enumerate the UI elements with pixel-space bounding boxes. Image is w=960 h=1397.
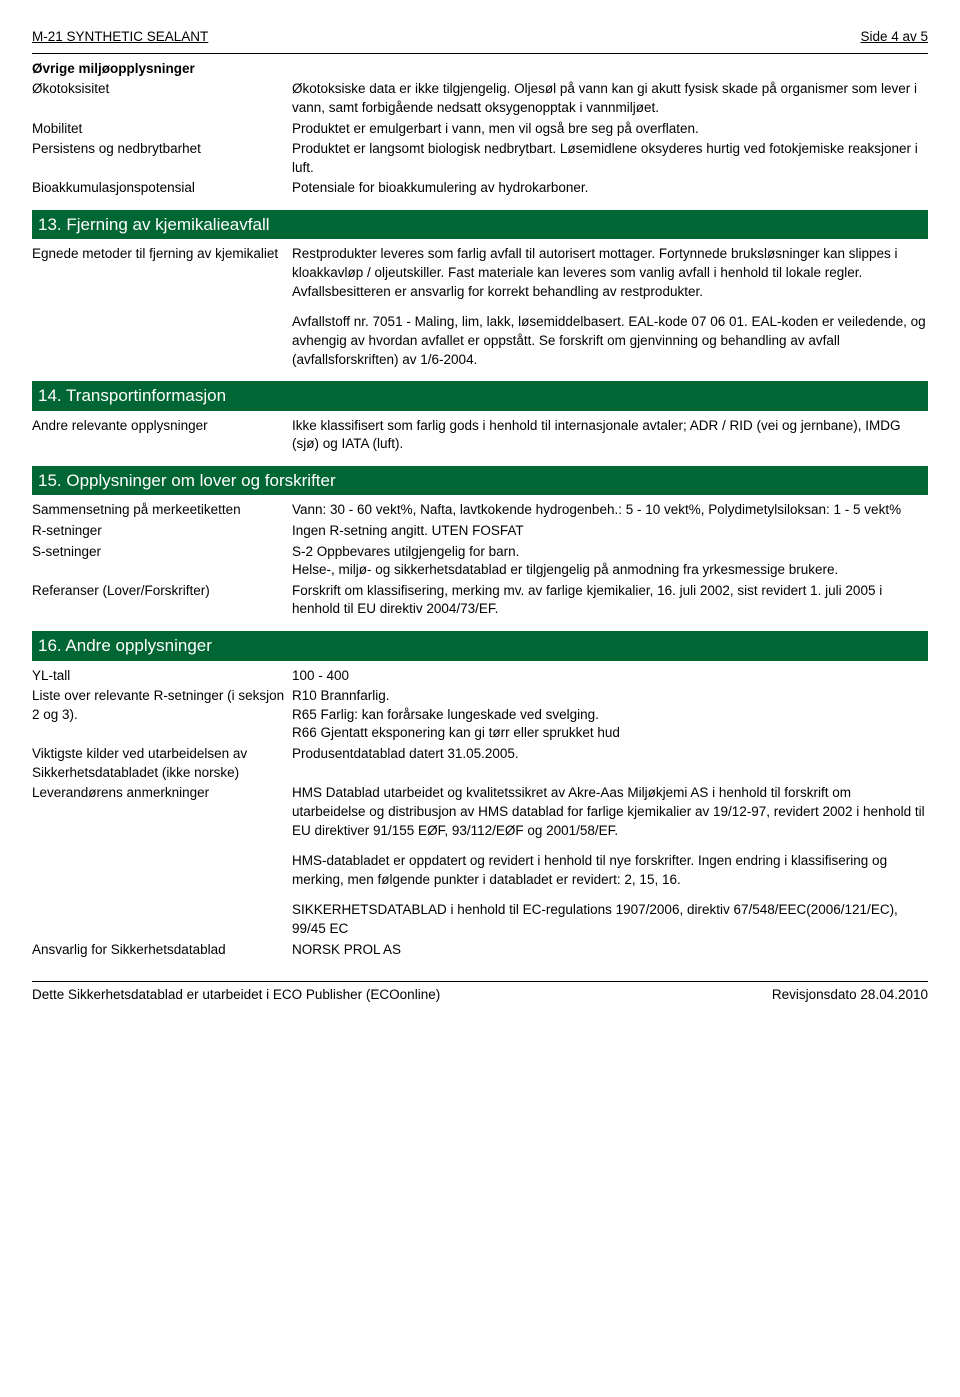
kv-row: YL-tall100 - 400 [32, 667, 928, 686]
section-15-rows: Sammensetning på merkeetikettenVann: 30 … [32, 501, 928, 619]
kv-value: Produktet er langsomt biologisk nedbrytb… [292, 140, 928, 177]
header-page: Side 4 av 5 [860, 28, 928, 47]
kv-label: R-setninger [32, 522, 292, 541]
kv-label: Liste over relevante R-setninger (i seks… [32, 687, 292, 743]
kv-label: YL-tall [32, 667, 292, 686]
kv-label: Persistens og nedbrytbarhet [32, 140, 292, 177]
kv-label: S-setninger [32, 543, 292, 580]
kv-value: Restprodukter leveres som farlig avfall … [292, 245, 928, 301]
kv-value: Produktet er emulgerbart i vann, men vil… [292, 120, 928, 139]
section-13-banner: 13. Fjerning av kjemikalieavfall [32, 210, 928, 239]
header-rule [32, 53, 928, 54]
kv-value: Ingen R-setning angitt. UTEN FOSFAT [292, 522, 928, 541]
header-title: M-21 SYNTHETIC SEALANT [32, 28, 208, 47]
section-14-banner: 14. Transportinformasjon [32, 381, 928, 410]
kv-row: Andre relevante opplysningerIkke klassif… [32, 417, 928, 454]
kv-value: NORSK PROL AS [292, 941, 928, 960]
section-16-rows: YL-tall100 - 400Liste over relevante R-s… [32, 667, 928, 841]
kv-value: Potensiale for bioakkumulering av hydrok… [292, 179, 928, 198]
section-14-rows: Andre relevante opplysningerIkke klassif… [32, 417, 928, 454]
kv-label: Andre relevante opplysninger [32, 417, 292, 454]
page-footer: Dette Sikkerhetsdatablad er utarbeidet i… [32, 986, 928, 1005]
kv-row: MobilitetProduktet er emulgerbart i vann… [32, 120, 928, 139]
kv-row: BioakkumulasjonspotensialPotensiale for … [32, 179, 928, 198]
pre-section-rows: ØkotoksisitetØkotoksiske data er ikke ti… [32, 80, 928, 198]
section-16-extra2: SIKKERHETSDATABLAD i henhold til EC-regu… [292, 901, 928, 938]
section-13-extra: Avfallstoff nr. 7051 - Maling, lim, lakk… [292, 313, 928, 369]
kv-label: Bioakkumulasjonspotensial [32, 179, 292, 198]
kv-label: Viktigste kilder ved utarbeidelsen av Si… [32, 745, 292, 782]
kv-row: Liste over relevante R-setninger (i seks… [32, 687, 928, 743]
kv-value: HMS Datablad utarbeidet og kvalitetssikr… [292, 784, 928, 840]
section-16-banner: 16. Andre opplysninger [32, 631, 928, 660]
section-15-banner: 15. Opplysninger om lover og forskrifter [32, 466, 928, 495]
kv-row: Leverandørens anmerkningerHMS Datablad u… [32, 784, 928, 840]
section-16-rows2: Ansvarlig for SikkerhetsdatabladNORSK PR… [32, 941, 928, 960]
kv-value: Forskrift om klassifisering, merking mv.… [292, 582, 928, 619]
page-header: M-21 SYNTHETIC SEALANT Side 4 av 5 [32, 28, 928, 47]
kv-label: Mobilitet [32, 120, 292, 139]
footer-left: Dette Sikkerhetsdatablad er utarbeidet i… [32, 986, 440, 1005]
kv-value: Vann: 30 - 60 vekt%, Nafta, lavtkokende … [292, 501, 928, 520]
kv-row: ØkotoksisitetØkotoksiske data er ikke ti… [32, 80, 928, 117]
footer-right: Revisjonsdato 28.04.2010 [772, 986, 928, 1005]
kv-label: Ansvarlig for Sikkerhetsdatablad [32, 941, 292, 960]
kv-row: R-setningerIngen R-setning angitt. UTEN … [32, 522, 928, 541]
pre-section-title: Øvrige miljøopplysninger [32, 60, 928, 79]
kv-label: Sammensetning på merkeetiketten [32, 501, 292, 520]
kv-value: S-2 Oppbevares utilgjengelig for barn. H… [292, 543, 928, 580]
kv-label: Egnede metoder til fjerning av kjemikali… [32, 245, 292, 301]
section-13-rows: Egnede metoder til fjerning av kjemikali… [32, 245, 928, 301]
kv-value: Ikke klassifisert som farlig gods i henh… [292, 417, 928, 454]
kv-row: Sammensetning på merkeetikettenVann: 30 … [32, 501, 928, 520]
kv-value: R10 Brannfarlig. R65 Farlig: kan forårsa… [292, 687, 928, 743]
kv-row: Viktigste kilder ved utarbeidelsen av Si… [32, 745, 928, 782]
footer-rule [32, 981, 928, 982]
kv-row: Ansvarlig for SikkerhetsdatabladNORSK PR… [32, 941, 928, 960]
kv-label: Referanser (Lover/Forskrifter) [32, 582, 292, 619]
kv-row: S-setningerS-2 Oppbevares utilgjengelig … [32, 543, 928, 580]
kv-value: Produsentdatablad datert 31.05.2005. [292, 745, 928, 782]
kv-label: Økotoksisitet [32, 80, 292, 117]
kv-row: Referanser (Lover/Forskrifter)Forskrift … [32, 582, 928, 619]
kv-value: Økotoksiske data er ikke tilgjengelig. O… [292, 80, 928, 117]
kv-label: Leverandørens anmerkninger [32, 784, 292, 840]
section-16-extra1: HMS-databladet er oppdatert og revidert … [292, 852, 928, 889]
kv-row: Persistens og nedbrytbarhetProduktet er … [32, 140, 928, 177]
kv-value: 100 - 400 [292, 667, 928, 686]
kv-row: Egnede metoder til fjerning av kjemikali… [32, 245, 928, 301]
